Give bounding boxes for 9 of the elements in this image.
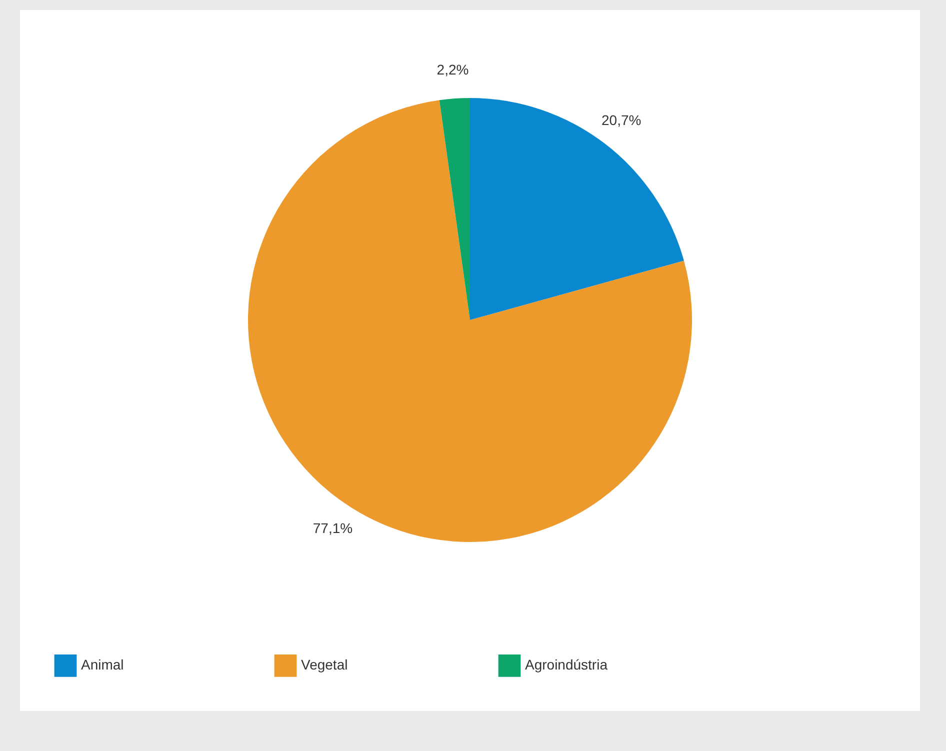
pie-slice: [439, 98, 470, 320]
legend-label: Vegetal: [301, 656, 348, 673]
pie-slice: [248, 100, 692, 542]
data-label: 77,1%: [312, 520, 353, 536]
legend-label: Animal: [81, 656, 124, 673]
data-label: 2,2%: [436, 62, 469, 78]
legend-label: Agroindústria: [525, 656, 608, 673]
pie-slice: [470, 98, 684, 320]
data-label: 20,7%: [602, 112, 642, 128]
